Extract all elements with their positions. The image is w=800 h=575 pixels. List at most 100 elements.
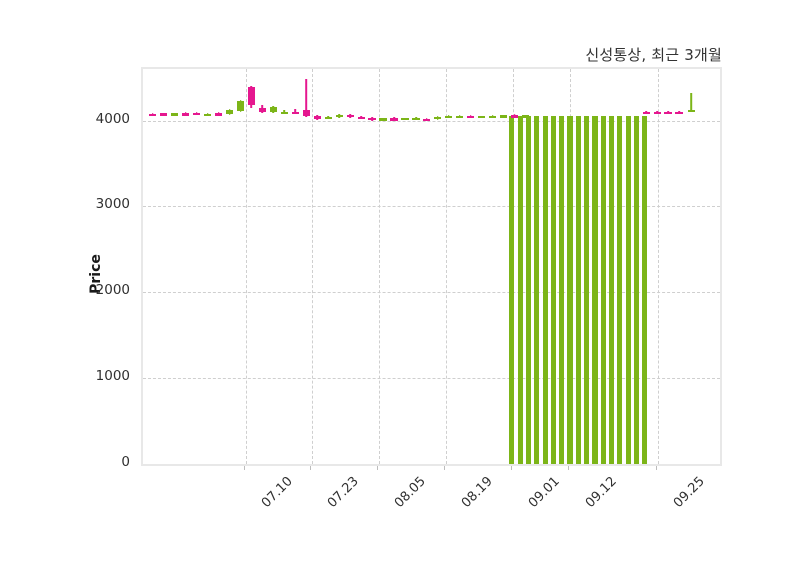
bar [525,116,532,464]
y-tick-label: 4000 [95,110,130,127]
candle-body [247,87,256,106]
x-tick-mark [443,466,445,470]
candlestick [346,69,354,464]
candlestick [467,69,475,464]
candlestick [489,69,497,464]
candlestick [247,69,256,464]
candle-body [171,113,179,116]
gridline-vertical [657,69,659,464]
candle-wick [162,112,165,115]
candle-body [335,114,343,118]
candlestick [335,69,343,464]
candle-body [193,112,201,116]
gridline-vertical [312,69,314,464]
x-tick-mark [310,466,312,470]
bar [509,116,515,464]
candle-body [379,118,387,121]
candlestick [401,69,409,464]
candle-body [500,115,508,118]
bar [609,116,615,464]
candle-body [423,118,431,122]
bar [642,116,648,464]
candlestick [280,69,288,464]
gridline-vertical [378,69,380,464]
candle-body [302,110,310,116]
candle-body [182,113,190,116]
candle-body [401,117,409,121]
candlestick [324,69,332,464]
candlestick [412,69,420,464]
candle-body [280,111,288,115]
bar [575,116,581,464]
gridline-horizontal [143,206,720,208]
candlestick [182,69,190,464]
bar [559,116,565,464]
candlestick [225,69,234,464]
candlestick [236,69,245,464]
candle-wick [152,112,154,115]
bar [534,116,540,464]
y-tick-label: 3000 [95,196,130,213]
candle-wick [656,110,658,113]
candle-body [324,117,332,120]
candle-body [664,111,672,115]
bar [517,116,523,464]
candle-body [368,117,376,121]
candlestick [478,69,486,464]
bar [542,116,548,464]
candlestick [445,69,453,464]
candlestick [204,69,212,464]
candle-wick [645,110,647,113]
candlestick [160,69,168,464]
x-tick-label: 08.05 [391,474,429,511]
candlestick [171,69,179,464]
plot-area [141,67,722,466]
candle-wick [513,114,516,117]
candle-body [313,115,321,119]
candle-body [510,115,519,118]
candle-body [675,111,683,115]
candlestick [149,69,157,464]
plot-inner [143,69,720,464]
candle-body [412,117,420,121]
x-tick-mark [376,466,378,470]
candlestick [687,69,695,464]
candle-body [390,118,398,121]
gridline-horizontal [143,378,720,380]
candle-body [521,115,530,118]
candlestick [456,69,464,464]
bar [584,116,590,464]
y-tick-label: 1000 [95,368,130,385]
candlestick [423,69,431,464]
x-tick-label: 09.12 [582,474,620,511]
y-tick-label: 2000 [95,282,130,299]
candle-body [653,112,661,115]
candle-body [642,111,650,115]
candlestick [313,69,321,464]
candle-body [149,113,157,117]
candle-body [357,116,365,120]
bar [550,116,556,464]
candlestick [664,69,672,464]
bar [600,116,606,464]
candlestick [521,69,530,464]
candlestick [193,69,201,464]
candle-body [467,115,475,118]
x-tick-label: 08.19 [458,474,496,511]
candle-body [269,107,277,113]
x-tick-mark [243,466,245,470]
candle-body [687,109,695,113]
candle-body [346,114,354,118]
candle-body [456,115,464,118]
candle-body [160,113,168,116]
candle-body [258,107,267,112]
bar [625,116,631,464]
x-tick-label: 09.25 [670,474,708,511]
y-tick-label: 0 [121,454,130,470]
candle-wick [667,110,669,113]
gridline-vertical [445,69,447,464]
candle-body [434,116,442,120]
x-tick-mark [510,466,512,470]
candle-wick [305,79,308,118]
x-tick-label: 07.10 [258,474,296,511]
